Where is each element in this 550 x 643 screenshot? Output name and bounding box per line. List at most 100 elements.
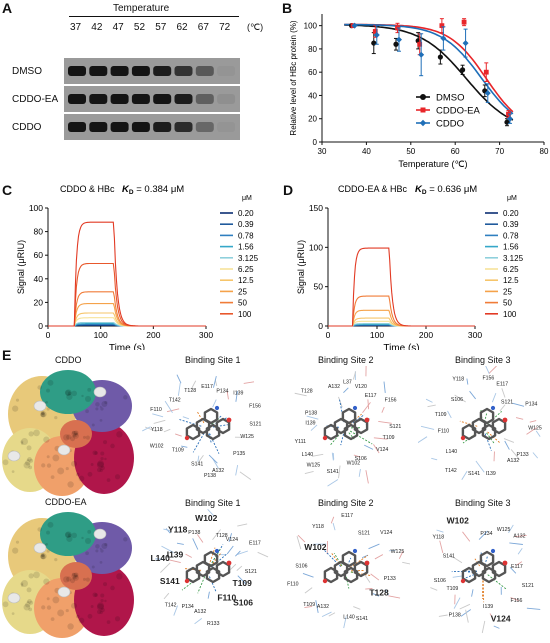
surface-texture — [57, 609, 65, 617]
ligand-oxygen — [226, 417, 232, 423]
surface-texture — [71, 430, 78, 438]
residue-stick — [163, 428, 171, 433]
surface-texture — [72, 432, 79, 439]
blot-band — [68, 122, 86, 132]
surface-texture — [29, 600, 34, 605]
residue-label: P138 — [305, 410, 317, 416]
surface-texture — [84, 537, 92, 544]
surface-texture — [71, 532, 78, 539]
residue-label: F110 — [438, 428, 450, 434]
residue-label: P134 — [525, 401, 537, 407]
surface-texture — [82, 577, 87, 581]
surface-texture — [72, 574, 79, 581]
residue-label: S141 — [356, 616, 368, 622]
blot-band — [217, 66, 236, 76]
residue-stick — [485, 366, 490, 375]
surface-texture — [99, 610, 103, 615]
residue-label: S121 — [249, 422, 261, 428]
surface-texture — [20, 442, 24, 445]
surface-texture — [99, 560, 103, 564]
residue-stick — [194, 618, 203, 625]
x-tick-label: 60 — [451, 147, 460, 156]
blot-band — [89, 94, 108, 104]
residue-stick — [181, 445, 188, 448]
interaction-line — [330, 552, 342, 567]
residue-stick — [510, 597, 519, 602]
surface-texture — [21, 438, 29, 445]
residue-stick — [177, 383, 181, 396]
interaction-line — [349, 555, 369, 568]
surface-texture — [2, 459, 9, 466]
surface-texture — [40, 553, 47, 560]
ligand-nitrogen — [214, 548, 220, 554]
residue-stick — [425, 398, 433, 403]
ligand-ring — [353, 560, 369, 578]
residue-stick — [197, 455, 200, 462]
data-point — [417, 41, 423, 47]
residue-stick — [297, 534, 306, 543]
surface-texture — [66, 393, 73, 400]
y-tick-label: 100 — [309, 242, 323, 252]
residue-label: T128 — [301, 388, 313, 394]
residue-label: P134 — [480, 531, 492, 537]
y-tick-label: 150 — [309, 203, 323, 213]
surface-texture — [104, 599, 107, 603]
surface-texture — [106, 478, 111, 482]
x-tick-label: 100 — [94, 330, 108, 340]
surface-texture — [26, 458, 30, 462]
surface-texture — [54, 415, 58, 420]
surface-texture — [96, 461, 104, 469]
surface-texture — [63, 434, 70, 441]
residue-stick — [368, 543, 380, 550]
residue-stick — [235, 464, 239, 476]
interaction-line — [487, 574, 507, 590]
surface-texture — [15, 540, 20, 544]
residue-label: A132 — [513, 533, 525, 539]
residue-stick — [436, 529, 444, 533]
legend-label: 50 — [238, 299, 247, 308]
y-tick-label: 80 — [34, 227, 44, 237]
ligand-oxygen — [184, 578, 190, 584]
residue-label: V124 — [380, 530, 392, 536]
surface-texture — [71, 572, 78, 580]
surface-texture — [104, 542, 108, 547]
r2-site1-title: Binding Site 1 — [185, 498, 241, 508]
surface-texture — [100, 607, 105, 613]
surface-texture — [40, 412, 46, 418]
surface-texture — [74, 574, 78, 578]
residue-stick — [509, 542, 523, 545]
residue-label: V124 — [376, 447, 388, 453]
residue-label: A132 — [194, 609, 206, 615]
surface-texture — [71, 460, 77, 467]
y-tick-label: 0 — [313, 138, 318, 147]
residue-stick — [503, 438, 515, 443]
residue-label: F156 — [249, 404, 261, 410]
sensorgram-curve — [48, 221, 206, 327]
legend-label: 1.56 — [238, 243, 254, 252]
residue-label: T109 — [435, 412, 447, 418]
residue-label: Y118 — [452, 377, 464, 383]
surface-texture — [110, 585, 115, 591]
interaction-line — [192, 432, 205, 453]
residue-stick — [535, 430, 541, 437]
residue-stick — [207, 509, 215, 517]
residue-stick — [185, 553, 192, 558]
legend-label: 6.25 — [238, 265, 254, 274]
data-point — [418, 51, 425, 58]
panel-c-spr-chart: CDDO & HBc KD = 0.384 μM 0 100 200 300 0 20 40 60… — [16, 184, 259, 350]
residue-stick — [367, 399, 370, 410]
surface-texture — [96, 603, 104, 611]
ligand-ring — [205, 423, 221, 441]
residue-label: P133 — [384, 576, 396, 582]
ligand-ring — [215, 560, 231, 578]
residue-label: P134 — [182, 604, 194, 610]
interaction-line — [487, 431, 501, 444]
data-point — [461, 19, 467, 25]
x-axis-label: Time (s) — [383, 343, 419, 350]
x-axis-label: Temperature (℃) — [398, 159, 467, 169]
residue-stick — [384, 589, 390, 596]
temp-label: 52 — [133, 22, 146, 33]
surface-texture — [63, 576, 70, 583]
